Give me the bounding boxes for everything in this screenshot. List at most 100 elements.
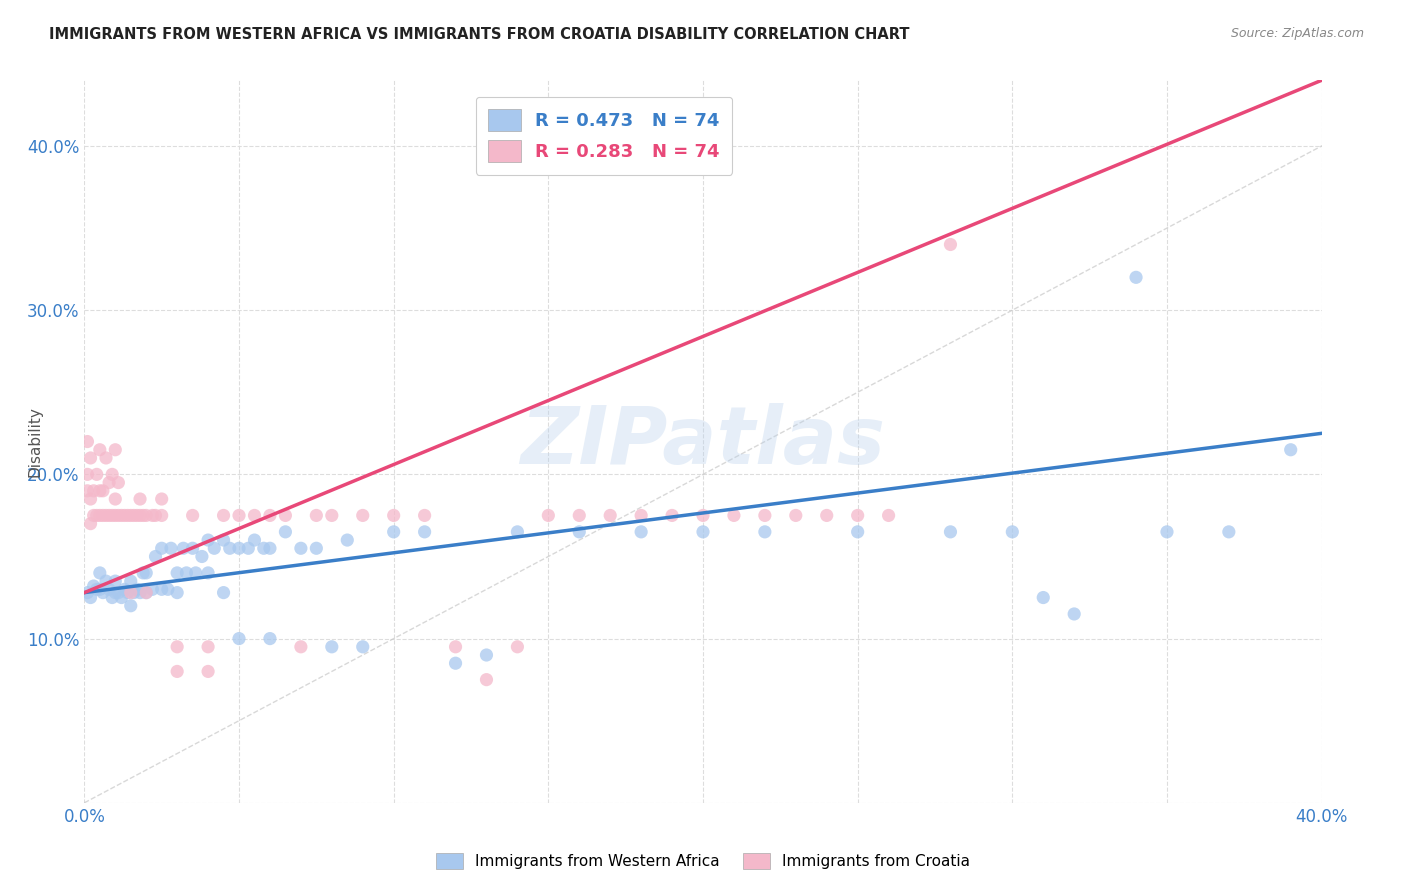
Point bbox=[122, 585, 145, 599]
Point bbox=[98, 582, 121, 597]
Point bbox=[630, 524, 652, 539]
Point bbox=[135, 566, 157, 580]
Point bbox=[89, 582, 111, 597]
Point bbox=[1156, 524, 1178, 539]
Text: Source: ZipAtlas.com: Source: ZipAtlas.com bbox=[1230, 27, 1364, 40]
Point bbox=[382, 508, 405, 523]
Point bbox=[101, 591, 124, 605]
Point bbox=[1063, 607, 1085, 621]
Point bbox=[723, 508, 745, 523]
Point bbox=[120, 508, 142, 523]
Point bbox=[692, 508, 714, 523]
Point bbox=[132, 566, 155, 580]
Point bbox=[117, 585, 139, 599]
Point bbox=[89, 483, 111, 498]
Point bbox=[150, 582, 173, 597]
Point bbox=[125, 508, 148, 523]
Point bbox=[212, 585, 235, 599]
Point bbox=[89, 508, 111, 523]
Point bbox=[150, 508, 173, 523]
Point bbox=[89, 566, 111, 580]
Point bbox=[444, 657, 467, 671]
Point bbox=[76, 434, 98, 449]
Point bbox=[166, 640, 188, 654]
Point bbox=[202, 541, 225, 556]
Point bbox=[86, 508, 108, 523]
Point bbox=[413, 508, 436, 523]
Point bbox=[181, 508, 204, 523]
Point bbox=[89, 442, 111, 457]
Point bbox=[184, 566, 207, 580]
Point bbox=[129, 508, 152, 523]
Point bbox=[132, 508, 155, 523]
Point bbox=[172, 541, 194, 556]
Point bbox=[191, 549, 214, 564]
Point bbox=[114, 508, 136, 523]
Text: ZIPatlas: ZIPatlas bbox=[520, 402, 886, 481]
Point bbox=[135, 585, 157, 599]
Point bbox=[568, 508, 591, 523]
Point bbox=[104, 574, 127, 588]
Point bbox=[104, 508, 127, 523]
Point bbox=[76, 483, 98, 498]
Point bbox=[754, 508, 776, 523]
Point bbox=[475, 648, 498, 662]
Point bbox=[413, 524, 436, 539]
Point bbox=[145, 549, 167, 564]
Point bbox=[76, 585, 98, 599]
Point bbox=[939, 524, 962, 539]
Point bbox=[212, 533, 235, 547]
Point bbox=[228, 632, 250, 646]
Point bbox=[692, 524, 714, 539]
Point bbox=[129, 585, 152, 599]
Point bbox=[537, 508, 560, 523]
Point bbox=[475, 673, 498, 687]
Legend: R = 0.473   N = 74, R = 0.283   N = 74: R = 0.473 N = 74, R = 0.283 N = 74 bbox=[475, 96, 733, 175]
Point bbox=[141, 582, 163, 597]
Point bbox=[1279, 442, 1302, 457]
Point bbox=[599, 508, 621, 523]
Point bbox=[1218, 524, 1240, 539]
Point bbox=[135, 508, 157, 523]
Point bbox=[83, 579, 105, 593]
Point bbox=[91, 483, 114, 498]
Point bbox=[290, 640, 312, 654]
Point bbox=[846, 508, 869, 523]
Point bbox=[101, 467, 124, 482]
Point bbox=[815, 508, 838, 523]
Point bbox=[122, 508, 145, 523]
Point bbox=[197, 533, 219, 547]
Point bbox=[110, 591, 132, 605]
Point bbox=[104, 585, 127, 599]
Point bbox=[181, 541, 204, 556]
Point bbox=[305, 541, 328, 556]
Point bbox=[160, 541, 183, 556]
Point bbox=[290, 541, 312, 556]
Point bbox=[506, 524, 529, 539]
Point bbox=[166, 566, 188, 580]
Point bbox=[939, 237, 962, 252]
Point bbox=[444, 640, 467, 654]
Point bbox=[274, 524, 297, 539]
Point bbox=[114, 582, 136, 597]
Point bbox=[197, 566, 219, 580]
Point bbox=[91, 585, 114, 599]
Point bbox=[120, 574, 142, 588]
Point bbox=[76, 467, 98, 482]
Point bbox=[846, 524, 869, 539]
Point bbox=[1032, 591, 1054, 605]
Point bbox=[197, 640, 219, 654]
Point bbox=[129, 491, 152, 506]
Point bbox=[228, 508, 250, 523]
Point bbox=[94, 450, 117, 465]
Point bbox=[150, 491, 173, 506]
Point bbox=[228, 541, 250, 556]
Point bbox=[83, 508, 105, 523]
Point bbox=[352, 640, 374, 654]
Point bbox=[135, 585, 157, 599]
Point bbox=[243, 508, 266, 523]
Point bbox=[321, 508, 343, 523]
Point bbox=[141, 508, 163, 523]
Point bbox=[212, 508, 235, 523]
Point bbox=[274, 508, 297, 523]
